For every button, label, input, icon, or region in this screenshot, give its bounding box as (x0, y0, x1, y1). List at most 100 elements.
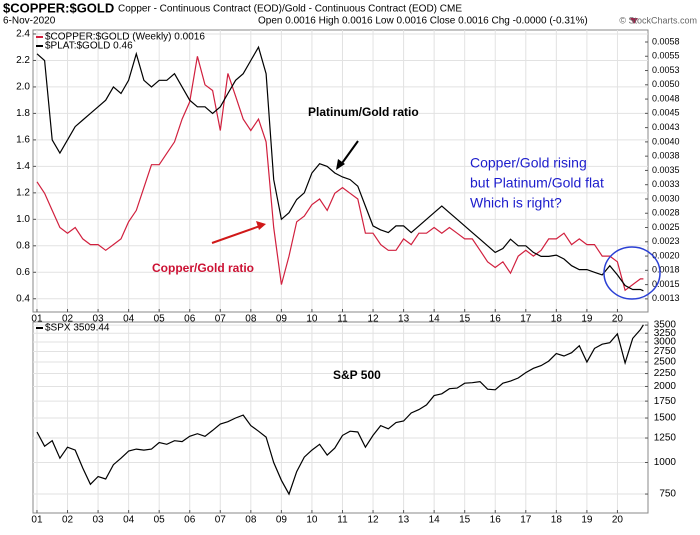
x-tick-label: 19 (581, 515, 593, 526)
x-tick-label: 14 (429, 314, 441, 325)
x-tick-label: 11 (337, 515, 348, 526)
x-tick-label: 18 (551, 314, 563, 325)
y2-tick-label: 0.0025 (652, 222, 680, 232)
y2-tick-label: 0.0058 (652, 36, 680, 46)
arrow (339, 140, 359, 167)
annotation: Which is right? (470, 195, 562, 211)
x-tick-label: 01 (31, 314, 43, 325)
arrow (211, 225, 261, 244)
x-tick-label: 03 (93, 515, 105, 526)
y2-tick-label: 0.0050 (652, 79, 680, 89)
y-tick-label: 1.8 (16, 108, 30, 119)
x-tick-label: 16 (490, 314, 502, 325)
y2-tick-label: 0.0055 (652, 51, 680, 61)
x-tick-label: 15 (459, 314, 471, 325)
x-tick-label: 12 (367, 515, 379, 526)
legend-label: $SPX 3509.44 (45, 323, 110, 334)
x-tick-label: 17 (520, 515, 532, 526)
y2-tick-label: 0.0015 (652, 279, 680, 289)
x-tick-label: 03 (93, 314, 105, 325)
y-tick-label: 3250 (654, 328, 677, 339)
y2-tick-label: 0.0033 (652, 179, 680, 189)
x-tick-label: 13 (398, 314, 410, 325)
x-tick-label: 01 (31, 515, 43, 526)
annotation: S&P 500 (333, 368, 381, 382)
y-tick-label: 1750 (654, 396, 677, 407)
arrow-head (336, 159, 345, 170)
plots: 01 02 03 04 05 06 07 08 09 10 11 12 13 14 15 16 17 18 19 20… (16, 29, 679, 526)
arrow-head (256, 221, 266, 230)
legend-label: $COPPER:$GOLD (Weekly) 0.0016 (45, 32, 205, 43)
y2-tick-label: 0.0023 (652, 236, 680, 246)
y2-tick-label: 0.0048 (652, 93, 680, 103)
y-tick-label: 2000 (654, 381, 677, 392)
annotation: but Platinum/Gold flat (470, 175, 604, 191)
x-tick-label: 07 (215, 515, 227, 526)
plot-area (32, 29, 649, 313)
series-line (36, 324, 644, 496)
down-arrow (630, 18, 638, 24)
y-tick-label: 2750 (654, 346, 677, 357)
y-tick-label: 1.6 (16, 135, 30, 146)
x-tick-label: 08 (245, 314, 257, 325)
x-tick-label: 09 (276, 314, 288, 325)
x-tick-label: 06 (184, 314, 196, 325)
x-tick-label: 10 (306, 314, 318, 325)
x-tick-label: 08 (245, 515, 257, 526)
annotation: Platinum/Gold ratio (308, 105, 419, 119)
x-tick-label: 09 (276, 515, 288, 526)
legend-label: $PLAT:$GOLD 0.46 (45, 41, 133, 52)
y2-tick-label: 0.0038 (652, 151, 680, 161)
y2-tick-label: 0.0028 (652, 208, 680, 218)
y-tick-label: 1000 (654, 457, 677, 468)
x-tick-label: 16 (490, 515, 502, 526)
highlight-circle (603, 246, 661, 300)
y2-tick-label: 0.0013 (652, 293, 680, 303)
y-tick-label: 0.4 (16, 293, 30, 304)
y-tick-label: 1.4 (16, 161, 30, 172)
y2-tick-label: 0.0030 (652, 193, 680, 203)
plot-area (32, 321, 649, 514)
x-tick-label: 04 (123, 314, 135, 325)
y-tick-label: 3000 (654, 337, 677, 348)
x-tick-label: 02 (62, 314, 74, 325)
y2-tick-label: 0.0045 (652, 108, 680, 118)
watermark: © StockCharts.com (619, 15, 697, 25)
x-tick-label: 02 (62, 515, 74, 526)
symbol: $COPPER:$GOLD (3, 0, 114, 15)
x-tick-label: 05 (154, 314, 166, 325)
x-tick-label: 20 (612, 314, 624, 325)
y-tick-label: 750 (659, 489, 676, 500)
annotation: Copper/Gold rising (470, 155, 587, 171)
y-tick-label: 2250 (654, 368, 677, 379)
y2-tick-label: 0.0018 (652, 265, 680, 275)
y-tick-label: 0.8 (16, 240, 30, 251)
x-tick-label: 05 (154, 515, 166, 526)
series-line (36, 56, 644, 292)
annotation: Copper/Gold ratio (152, 261, 254, 275)
y-tick-label: 2.4 (16, 29, 30, 40)
x-tick-label: 13 (398, 515, 410, 526)
description: Copper - Continuous Contract (EOD)/Gold … (118, 4, 462, 15)
x-tick-label: 17 (520, 314, 532, 325)
x-tick-label: 19 (581, 314, 593, 325)
y-tick-label: 1500 (654, 413, 677, 424)
y2-tick-label: 0.0043 (652, 122, 680, 132)
y-tick-label: 2.0 (16, 82, 30, 93)
x-tick-label: 06 (184, 515, 196, 526)
x-tick-label: 15 (459, 515, 471, 526)
x-tick-label: 04 (123, 515, 135, 526)
x-tick-label: 18 (551, 515, 563, 526)
x-tick-label: 12 (367, 314, 379, 325)
y2-tick-label: 0.0020 (652, 250, 680, 260)
y-tick-label: 0.6 (16, 267, 30, 278)
quote: Open 0.0016 High 0.0016 Low 0.0016 Close… (258, 16, 588, 27)
x-tick-label: 20 (612, 515, 624, 526)
y-tick-label: 2500 (654, 357, 677, 368)
series-line (36, 45, 644, 292)
y-tick-label: 1.2 (16, 187, 30, 198)
date: 6-Nov-2020 (3, 16, 56, 27)
y-tick-label: 2.2 (16, 55, 30, 66)
y2-tick-label: 0.0035 (652, 165, 680, 175)
x-tick-label: 11 (337, 314, 348, 325)
